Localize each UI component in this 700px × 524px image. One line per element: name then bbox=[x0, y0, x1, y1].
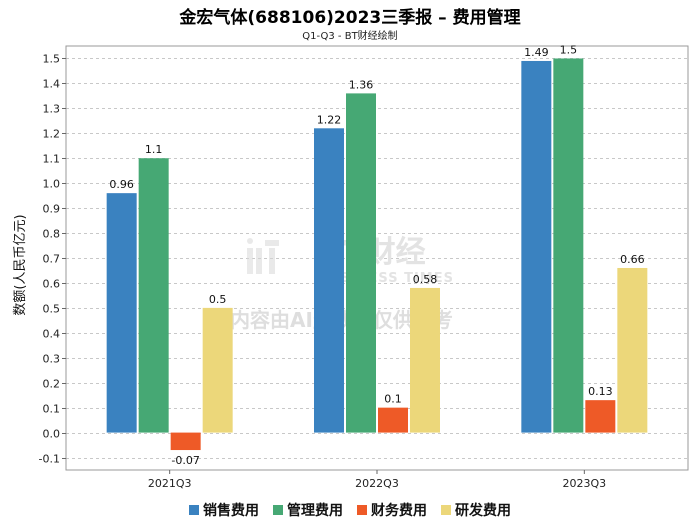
bar bbox=[521, 60, 552, 433]
bar bbox=[202, 307, 233, 433]
bars bbox=[106, 58, 648, 451]
legend-item: 研发费用 bbox=[441, 500, 511, 520]
y-tick-label: 0.4 bbox=[43, 328, 61, 341]
y-tick-label: 0.9 bbox=[43, 203, 61, 216]
legend-swatch bbox=[357, 505, 367, 515]
legend-item: 销售费用 bbox=[189, 500, 259, 520]
data-label: 1.1 bbox=[145, 143, 163, 156]
legend-item: 管理费用 bbox=[273, 500, 343, 520]
bar bbox=[553, 58, 584, 433]
x-tick-label: 2021Q3 bbox=[148, 477, 192, 490]
x-tick-label: 2022Q3 bbox=[355, 477, 399, 490]
data-label: 0.1 bbox=[384, 393, 402, 406]
y-axis-label: 数额(人民币亿元) bbox=[13, 214, 28, 315]
y-tick-label: 1.4 bbox=[43, 78, 61, 91]
bar bbox=[617, 267, 648, 433]
data-label: 1.36 bbox=[349, 78, 374, 91]
bar bbox=[138, 158, 169, 433]
legend-swatch bbox=[441, 505, 451, 515]
data-label: 0.66 bbox=[620, 253, 645, 266]
data-labels: 0.96 1.1 -0.07 0.5 1.22 1.36 0.1 0.58 1.49 1.5 0.1… bbox=[109, 43, 644, 467]
data-label: 0.5 bbox=[209, 293, 227, 306]
bar-chart: BT财经 BUSINESS TIMES 内容由AI生成，仅供参考 -0.10.0… bbox=[13, 43, 689, 490]
chart-title: 金宏气体(688106)2023三季报 – 费用管理 bbox=[179, 8, 521, 28]
data-label: 1.49 bbox=[524, 46, 549, 59]
legend-item: 财务费用 bbox=[357, 500, 427, 520]
y-tick-label: 1.0 bbox=[43, 178, 61, 191]
grid-lines bbox=[66, 58, 688, 459]
y-tick-label: 0.0 bbox=[43, 428, 61, 441]
bar bbox=[410, 287, 440, 433]
legend-label: 销售费用 bbox=[203, 503, 259, 519]
y-tick-label: 0.2 bbox=[43, 378, 61, 391]
data-label: 0.13 bbox=[588, 385, 613, 398]
bar bbox=[346, 93, 376, 433]
y-tick-label: 0.8 bbox=[43, 228, 61, 241]
y-tick-label: -0.1 bbox=[39, 453, 60, 466]
chart-subtitle: Q1-Q3 - BT财经绘制 bbox=[302, 31, 398, 42]
data-label: 0.96 bbox=[109, 178, 134, 191]
legend-label: 财务费用 bbox=[371, 503, 427, 519]
data-label: 1.22 bbox=[317, 113, 342, 126]
y-tick-label: 1.1 bbox=[43, 153, 61, 166]
data-label: 1.5 bbox=[560, 43, 578, 56]
bt-logo-icon bbox=[247, 238, 279, 274]
axes: -0.1 0.0 0.1 0.2 0.3 0.4 0.5 0.6 0.7 0.8 0.9 1.0 1.1… bbox=[39, 45, 689, 490]
legend-label: 管理费用 bbox=[287, 503, 343, 519]
y-tick-label: 1.5 bbox=[43, 53, 61, 66]
y-tick-label: 1.2 bbox=[43, 128, 61, 141]
bar bbox=[170, 432, 201, 451]
data-label: 0.58 bbox=[413, 273, 438, 286]
y-tick-label: 0.6 bbox=[43, 278, 61, 291]
bar bbox=[314, 128, 344, 433]
y-tick-label: 0.7 bbox=[43, 253, 61, 266]
y-tick-label: 1.3 bbox=[43, 103, 61, 116]
legend-swatch bbox=[273, 505, 283, 515]
bar bbox=[106, 193, 137, 433]
legend-label: 研发费用 bbox=[455, 503, 511, 519]
bar bbox=[378, 407, 408, 433]
y-tick-label: 0.3 bbox=[43, 353, 61, 366]
y-tick-label: 0.1 bbox=[43, 403, 61, 416]
bar bbox=[585, 400, 616, 433]
x-tick-label: 2023Q3 bbox=[563, 477, 607, 490]
legend: 销售费用 管理费用 财务费用 研发费用 bbox=[0, 500, 700, 520]
data-label: -0.07 bbox=[171, 454, 199, 467]
y-tick-label: 0.5 bbox=[43, 303, 61, 316]
legend-swatch bbox=[189, 505, 199, 515]
